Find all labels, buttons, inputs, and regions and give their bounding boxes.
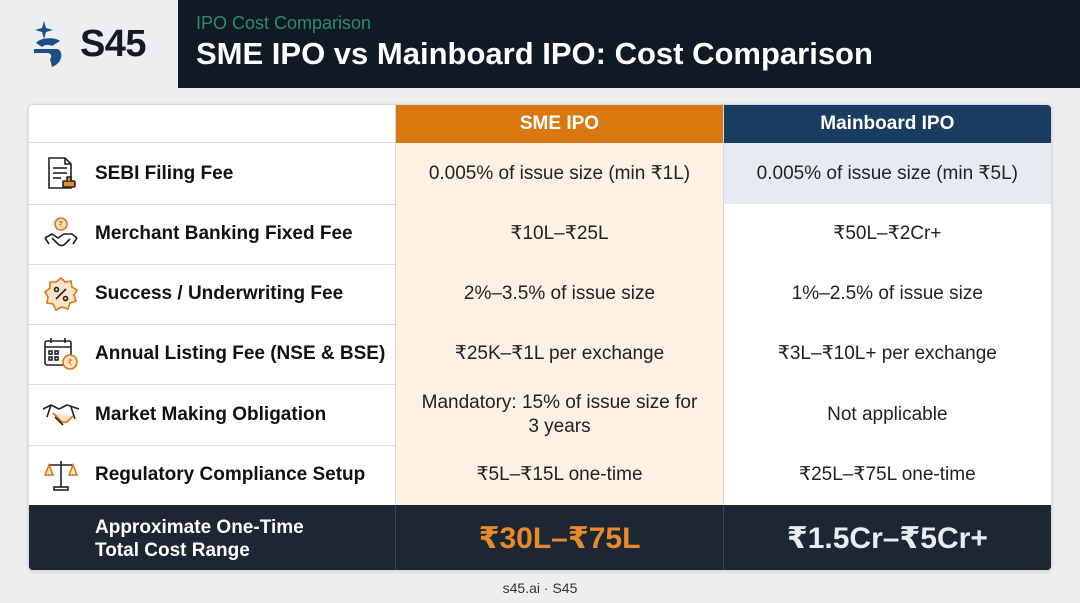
sme-value: Mandatory: 15% of issue size for 3 years <box>421 391 698 437</box>
row-label-cell: Success / Underwriting Fee <box>29 264 397 324</box>
mainboard-value-cell: ₹50L–₹2Cr+ <box>723 204 1051 264</box>
mainboard-value: 1%–2.5% of issue size <box>791 283 983 304</box>
table-row: ₹ Annual Listing Fee (NSE & BSE) ₹25K–₹1… <box>29 324 1051 385</box>
total-sme-cell: ₹30L–₹75L <box>396 505 724 570</box>
total-label-cell: Approximate One-Time Total Cost Range <box>29 505 397 570</box>
s45-logo-icon <box>30 19 72 69</box>
total-mainboard-value: ₹1.5Cr–₹5Cr+ <box>786 522 988 555</box>
svg-text:₹: ₹ <box>58 221 64 231</box>
total-label-line1: Approximate One-Time <box>95 516 304 538</box>
row-label-cell: Regulatory Compliance Setup <box>29 445 397 505</box>
sme-value: ₹5L–₹15L one-time <box>476 464 643 485</box>
table-row: Regulatory Compliance Setup ₹5L–₹15L one… <box>29 445 1051 505</box>
mainboard-value-cell: ₹25L–₹75L one-time <box>723 445 1051 505</box>
row-label: SEBI Filing Fee <box>95 162 234 184</box>
row-label: Market Making Obligation <box>95 403 327 425</box>
mainboard-value: ₹3L–₹10L+ per exchange <box>777 343 997 364</box>
total-mainboard-cell: ₹1.5Cr–₹5Cr+ <box>723 505 1051 570</box>
scales-icon <box>41 455 81 495</box>
mainboard-value-cell: Not applicable <box>723 384 1051 445</box>
row-label: Annual Listing Fee (NSE & BSE) <box>95 343 386 364</box>
sme-value: 0.005% of issue size (min ₹1L) <box>428 162 691 184</box>
table-row: ₹ Merchant Banking Fixed Fee ₹10L–₹25L ₹… <box>29 204 1051 265</box>
table-row: SEBI Filing Fee 0.005% of issue size (mi… <box>29 143 1051 205</box>
svg-text:₹: ₹ <box>67 359 73 369</box>
handshake-icon <box>41 395 81 435</box>
row-label-cell: SEBI Filing Fee <box>29 143 397 204</box>
row-label: Merchant Banking Fixed Fee <box>95 223 353 244</box>
mainboard-value: 0.005% of issue size (min ₹5L) <box>756 162 1018 184</box>
row-label-cell: ₹ Annual Listing Fee (NSE & BSE) <box>29 324 397 384</box>
total-label-line2: Total Cost Range <box>95 539 250 561</box>
column-header-sme: SME IPO <box>396 105 724 143</box>
page-eyebrow: IPO Cost Comparison <box>196 13 372 33</box>
sme-value-cell: 2%–3.5% of issue size <box>396 264 724 324</box>
table-row: Market Making Obligation Mandatory: 15% … <box>29 384 1051 446</box>
mainboard-value: Not applicable <box>827 403 948 425</box>
sme-value: ₹10L–₹25L <box>510 223 609 244</box>
row-label-cell: ₹ Merchant Banking Fixed Fee <box>29 204 397 264</box>
mainboard-value-cell: 1%–2.5% of issue size <box>723 264 1051 324</box>
row-label-cell: Market Making Obligation <box>29 384 397 445</box>
mainboard-value-cell: 0.005% of issue size (min ₹5L) <box>723 143 1051 204</box>
sme-value-cell: Mandatory: 15% of issue size for 3 years <box>396 384 724 445</box>
footer-credit: s45.ai · S45 <box>502 580 578 596</box>
comparison-table: SME IPO Mainboard IPO SEBI Filing Fee 0.… <box>28 104 1052 571</box>
brand-name: S45 <box>79 22 147 65</box>
row-label: Success / Underwriting Fee <box>95 283 344 304</box>
mainboard-value: ₹50L–₹2Cr+ <box>833 223 942 244</box>
rupee-handshake-icon: ₹ <box>41 214 81 254</box>
page-title: SME IPO vs Mainboard IPO: Cost Compariso… <box>196 36 873 71</box>
sme-value-cell: ₹5L–₹15L one-time <box>396 445 724 505</box>
percent-badge-icon <box>41 274 81 314</box>
sme-value-cell: 0.005% of issue size (min ₹1L) <box>396 143 724 204</box>
sme-value: ₹25K–₹1L per exchange <box>454 343 665 364</box>
column-header-mainboard: Mainboard IPO <box>723 105 1051 143</box>
page-header: IPO Cost Comparison SME IPO vs Mainboard… <box>178 0 1080 88</box>
calendar-rupee-icon: ₹ <box>41 334 81 374</box>
brand-logo: S45 <box>0 0 176 88</box>
mainboard-value-cell: ₹3L–₹10L+ per exchange <box>723 324 1051 384</box>
document-stamp-icon <box>41 154 81 194</box>
table-header-row: SME IPO Mainboard IPO <box>29 105 1051 143</box>
table-row: Success / Underwriting Fee 2%–3.5% of is… <box>29 264 1051 325</box>
total-row: Approximate One-Time Total Cost Range ₹3… <box>29 505 1051 570</box>
sme-value-cell: ₹10L–₹25L <box>396 204 724 264</box>
mainboard-value: ₹25L–₹75L one-time <box>799 464 976 485</box>
sme-value-cell: ₹25K–₹1L per exchange <box>396 324 724 384</box>
total-sme-value: ₹30L–₹75L <box>478 522 641 555</box>
sme-value: 2%–3.5% of issue size <box>463 283 656 304</box>
header-empty-cell <box>29 105 397 143</box>
row-label: Regulatory Compliance Setup <box>95 464 366 485</box>
total-label: Approximate One-Time Total Cost Range <box>95 516 304 562</box>
